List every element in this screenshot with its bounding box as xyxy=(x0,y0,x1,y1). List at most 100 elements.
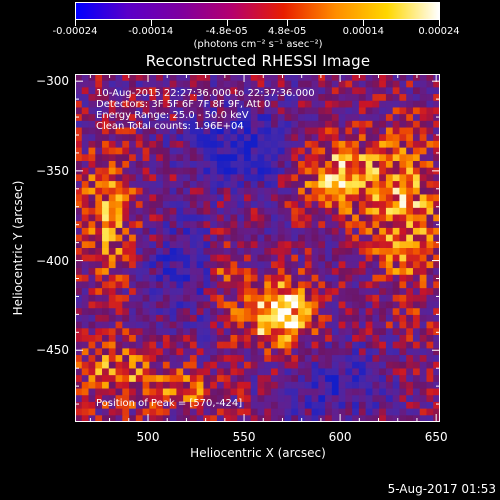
heatmap-cell xyxy=(264,120,272,129)
heatmap-cell xyxy=(149,147,157,155)
heatmap-cell xyxy=(216,74,225,82)
heatmap-cell xyxy=(189,241,198,249)
heatmap-cell xyxy=(95,314,103,323)
heatmap-cell xyxy=(399,74,407,82)
heatmap-cell xyxy=(345,107,353,115)
heatmap-cell xyxy=(237,288,245,296)
heatmap-cell xyxy=(412,328,421,336)
heatmap-cell xyxy=(325,134,333,142)
x-tick-label: 550 xyxy=(232,430,256,444)
heatmap-cell xyxy=(338,161,346,169)
heatmap-cell xyxy=(358,261,367,269)
heatmap-cell xyxy=(331,268,340,276)
heatmap-cell xyxy=(216,254,225,262)
heatmap-cell xyxy=(291,161,299,169)
heatmap-cell xyxy=(189,234,198,242)
heatmap-cell xyxy=(88,140,96,149)
heatmap-cell xyxy=(365,87,374,95)
heatmap-cell xyxy=(196,415,205,422)
heatmap-cell xyxy=(304,268,313,276)
heatmap-cell xyxy=(176,288,184,296)
heatmap-cell xyxy=(102,214,110,222)
heatmap-cell xyxy=(379,401,387,410)
heatmap-cell xyxy=(216,341,225,349)
heatmap-cell xyxy=(406,335,414,343)
heatmap-cell xyxy=(277,314,286,323)
heatmap-cell xyxy=(88,294,96,303)
heatmap-cell xyxy=(419,288,428,296)
heatmap-cell xyxy=(129,167,137,175)
heatmap-cell xyxy=(277,368,286,376)
heatmap-cell xyxy=(169,221,177,229)
heatmap-cell xyxy=(216,174,225,182)
heatmap-cell xyxy=(95,134,103,142)
heatmap-cell xyxy=(426,375,434,383)
heatmap-cell xyxy=(203,140,211,149)
heatmap-cell xyxy=(237,361,245,370)
heatmap-cell xyxy=(183,127,191,135)
heatmap-cell xyxy=(122,241,130,249)
heatmap-cell xyxy=(129,241,137,249)
heatmap-cell xyxy=(169,127,177,135)
heatmap-cell xyxy=(75,107,83,115)
heatmap-cell xyxy=(406,87,414,95)
heatmap-cell xyxy=(365,395,374,403)
heatmap-cell xyxy=(115,94,123,102)
heatmap-cell xyxy=(129,388,137,396)
heatmap-cell xyxy=(223,281,232,289)
heatmap-cell xyxy=(75,147,83,155)
heatmap-cell xyxy=(271,127,279,135)
heatmap-cell xyxy=(338,80,346,88)
heatmap-cell xyxy=(149,301,157,309)
heatmap-cell xyxy=(385,328,394,336)
heatmap-cell xyxy=(237,147,245,155)
heatmap-cell xyxy=(392,321,401,329)
heatmap-cell xyxy=(183,328,191,336)
heatmap-cell xyxy=(183,227,191,236)
heatmap-cell xyxy=(135,254,144,262)
heatmap-cell xyxy=(345,308,353,316)
heatmap-cell xyxy=(102,94,110,102)
heatmap-cell xyxy=(264,181,272,189)
heatmap-cell xyxy=(162,181,171,189)
heatmap-cell xyxy=(95,120,103,129)
heatmap-cell xyxy=(338,348,346,356)
heatmap-cell xyxy=(81,241,90,249)
heatmap-cell xyxy=(406,214,414,222)
heatmap-cell xyxy=(291,174,299,182)
heatmap-cell xyxy=(318,100,326,109)
heatmap-cell xyxy=(81,301,90,309)
heatmap-cell xyxy=(358,415,367,422)
heatmap-cell xyxy=(298,381,306,390)
heatmap-cell xyxy=(331,94,340,102)
heatmap-cell xyxy=(358,100,367,109)
heatmap-cell xyxy=(189,261,198,269)
heatmap-cell xyxy=(88,248,96,256)
heatmap-cell xyxy=(352,214,360,222)
heatmap-cell xyxy=(412,114,421,122)
heatmap-cell xyxy=(156,401,164,410)
heatmap-cell xyxy=(108,375,117,383)
heatmap-cell xyxy=(210,321,218,329)
heatmap-cell xyxy=(372,194,380,202)
heatmap-cell xyxy=(196,174,205,182)
heatmap-cell xyxy=(331,248,340,256)
heatmap-cell xyxy=(108,221,117,229)
heatmap-cell xyxy=(304,207,313,216)
heatmap-cell xyxy=(122,221,130,229)
heatmap-cell xyxy=(250,375,259,383)
heatmap-cell xyxy=(216,274,225,283)
heatmap-cell xyxy=(237,375,245,383)
heatmap-cell xyxy=(243,161,252,169)
heatmap-cell xyxy=(379,87,387,95)
heatmap-cell xyxy=(298,87,306,95)
heatmap-cell xyxy=(419,221,428,229)
heatmap-cell xyxy=(372,207,380,216)
heatmap-cell xyxy=(379,254,387,262)
heatmap-cell xyxy=(264,254,272,262)
y-axis-label: Heliocentric Y (arcsec) xyxy=(11,180,25,316)
heatmap-cell xyxy=(325,335,333,343)
heatmap-cell xyxy=(75,335,83,343)
heatmap-cell xyxy=(176,227,184,236)
heatmap-cell xyxy=(331,368,340,376)
